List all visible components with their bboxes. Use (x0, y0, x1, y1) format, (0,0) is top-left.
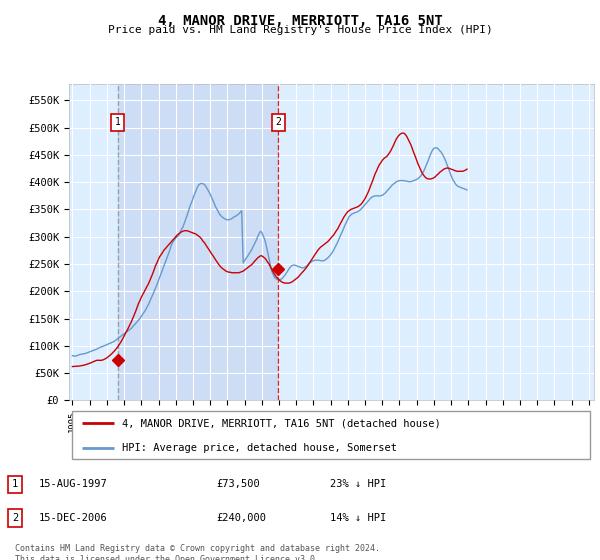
Bar (118, 84, 278, 400)
Text: 1: 1 (115, 117, 121, 127)
Text: Contains HM Land Registry data © Crown copyright and database right 2024.
This d: Contains HM Land Registry data © Crown c… (15, 544, 380, 560)
Text: HPI: Average price, detached house, Somerset: HPI: Average price, detached house, Some… (121, 442, 397, 452)
Text: 15-DEC-2006: 15-DEC-2006 (39, 513, 108, 523)
Text: 4, MANOR DRIVE, MERRIOTT, TA16 5NT (detached house): 4, MANOR DRIVE, MERRIOTT, TA16 5NT (deta… (121, 418, 440, 428)
Text: 1: 1 (12, 479, 18, 489)
Text: 23% ↓ HPI: 23% ↓ HPI (330, 479, 386, 489)
Text: 14% ↓ HPI: 14% ↓ HPI (330, 513, 386, 523)
FancyBboxPatch shape (71, 412, 590, 459)
Text: £73,500: £73,500 (216, 479, 260, 489)
Text: 15-AUG-1997: 15-AUG-1997 (39, 479, 108, 489)
Text: 4, MANOR DRIVE, MERRIOTT, TA16 5NT: 4, MANOR DRIVE, MERRIOTT, TA16 5NT (158, 14, 442, 28)
Text: £240,000: £240,000 (216, 513, 266, 523)
Text: 2: 2 (12, 513, 18, 523)
Text: 2: 2 (275, 117, 281, 127)
Text: Price paid vs. HM Land Registry's House Price Index (HPI): Price paid vs. HM Land Registry's House … (107, 25, 493, 35)
